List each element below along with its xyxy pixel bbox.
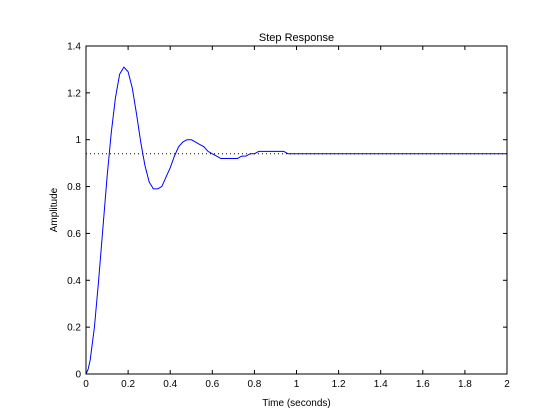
x-tick-label: 2	[504, 379, 510, 390]
ticks-layer: 0 0.2 0.4 0.6 0.8 1 1.2 1.4 1.6 1.8 2 0 0.2 0.4 0.6 0.8…	[67, 42, 510, 391]
x-tick-label: 0.6	[205, 379, 219, 390]
x-tick-label: 0.8	[247, 379, 261, 390]
x-tick-label: 1.6	[416, 379, 430, 390]
y-tick-label: 0.6	[67, 229, 81, 240]
y-tick-label: 0.2	[67, 323, 81, 334]
chart-title: Step Response	[259, 32, 334, 44]
y-tick-label: 1.2	[67, 88, 81, 99]
y-tick-label: 0.4	[67, 276, 81, 287]
x-tick-label: 1.4	[374, 379, 388, 390]
x-tick-label: 1	[294, 379, 300, 390]
y-tick-label: 1.4	[67, 42, 81, 53]
series-layer	[85, 66, 507, 375]
y-tick-label: 0.8	[67, 182, 81, 193]
x-tick-label: 0.4	[163, 379, 177, 390]
x-tick-label: 1.8	[458, 379, 472, 390]
y-tick-label: 0	[75, 370, 81, 381]
y-tick-label: 1	[75, 135, 81, 146]
plot-area	[86, 46, 507, 374]
x-tick-label: 0	[83, 379, 89, 390]
x-tick-label: 0.2	[121, 379, 135, 390]
x-tick-label: 1.2	[332, 379, 346, 390]
y-axis-label: Amplitude	[49, 187, 60, 232]
x-axis-label: Time (seconds)	[262, 398, 331, 409]
